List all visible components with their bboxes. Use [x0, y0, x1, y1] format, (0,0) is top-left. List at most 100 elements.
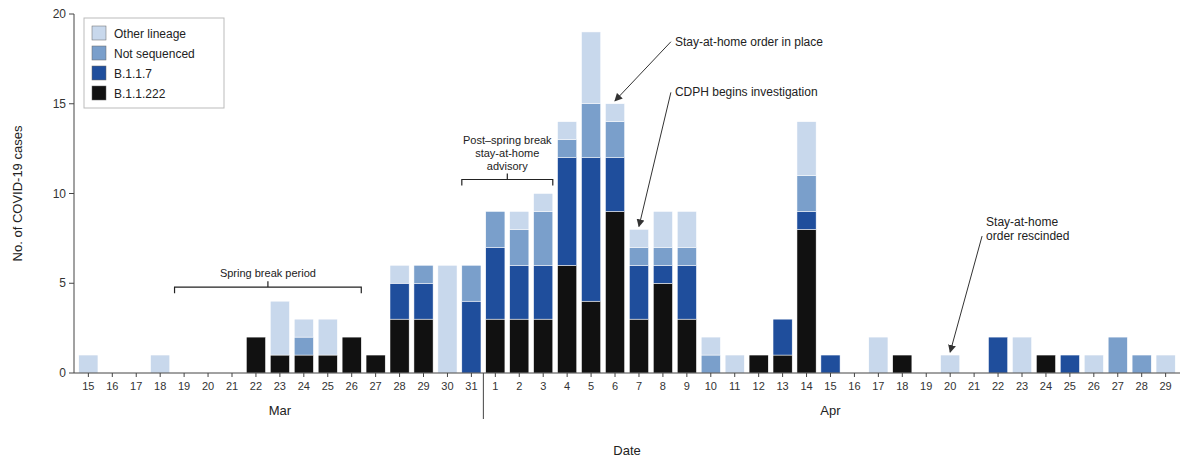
x-tick-label: 3: [540, 380, 546, 392]
text-line: Spring break period: [220, 267, 316, 279]
bar-segment: [582, 158, 601, 302]
x-tick: [519, 373, 520, 377]
bar-segment: [486, 247, 505, 319]
x-tick: [710, 373, 711, 377]
bar-segment: [390, 319, 409, 373]
bar-segment: [1108, 337, 1127, 338]
x-tick-label: 17: [872, 380, 884, 392]
x-tick: [782, 373, 783, 377]
x-axis-line: [74, 373, 1180, 374]
bar-segment: [342, 337, 361, 338]
bar-segment: [414, 265, 433, 283]
x-tick-label: 11: [729, 380, 740, 392]
bar-segment: [510, 319, 529, 373]
bar-segment: [1036, 355, 1055, 373]
x-tick: [734, 373, 735, 377]
bar-segment: [318, 355, 337, 373]
bar-segment: [318, 319, 337, 355]
legend: Other lineageNot sequencedB.1.1.7B.1.1.2…: [84, 18, 224, 108]
bar-segment: [773, 319, 792, 320]
x-tick-label: 9: [684, 380, 690, 392]
x-tick-label: 27: [1112, 380, 1124, 392]
bar-segment: [629, 247, 648, 265]
bar-segment: [510, 229, 529, 265]
bar-segment: [270, 355, 289, 373]
bar-segment: [1060, 355, 1079, 373]
annotation-text: Stay-at-homeorder rescinded: [986, 215, 1069, 243]
x-tick: [112, 373, 113, 377]
x-tick: [591, 373, 592, 377]
bar-segment: [653, 247, 672, 265]
bar-segment: [486, 211, 505, 212]
x-tick: [758, 373, 759, 377]
x-tick: [184, 373, 185, 377]
bar-segment: [534, 265, 553, 319]
x-tick: [423, 373, 424, 377]
bar-segment: [294, 355, 313, 373]
bar-segment: [653, 265, 672, 283]
bar-segment: [534, 211, 553, 265]
bar-segment: [558, 158, 577, 266]
bar-segment: [773, 319, 792, 355]
x-tick-label: 16: [848, 380, 860, 392]
bar-segment: [342, 337, 361, 338]
bar-segment: [342, 337, 361, 338]
x-tick-label: 21: [226, 380, 238, 392]
x-tick-label: 15: [82, 380, 94, 392]
bar-segment: [605, 104, 624, 122]
x-tick-label: 12: [753, 380, 765, 392]
x-tick: [686, 373, 687, 377]
bar-segment: [893, 355, 912, 373]
bar-segment: [582, 32, 601, 104]
bar-segment: [462, 301, 481, 373]
text-line: Post–spring break: [463, 134, 552, 146]
bar-segment: [510, 265, 529, 319]
bar-segment: [246, 337, 265, 373]
x-tick-label: 26: [1088, 380, 1100, 392]
x-tick-label: 17: [130, 380, 142, 392]
bar-segment: [294, 337, 313, 355]
x-axis-label: Date: [613, 443, 640, 458]
x-tick: [399, 373, 400, 377]
x-tick: [1093, 373, 1094, 377]
x-tick-label: 6: [612, 380, 618, 392]
bar-segment: [462, 265, 481, 301]
bar-segment: [773, 319, 792, 320]
span-label: Post–spring breakstay-at-homeadvisory: [463, 134, 552, 172]
bar-segment: [246, 337, 265, 338]
bar-segment: [869, 337, 888, 373]
x-tick: [255, 373, 256, 377]
bar-segment: [582, 301, 601, 373]
bar-segment: [486, 211, 505, 247]
bar-segment: [605, 122, 624, 158]
x-tick-label: 1: [492, 380, 498, 392]
legend-label: B.1.1.222: [114, 87, 166, 101]
bar-segment: [414, 319, 433, 373]
spans: Spring break period Post–spring breakstay…: [175, 134, 553, 294]
x-tick-label: 16: [106, 380, 118, 392]
bar-segment: [270, 301, 289, 355]
y-tick: [69, 193, 74, 194]
x-tick-label: 18: [896, 380, 908, 392]
bar-segment: [749, 355, 768, 356]
text-line: Stay-at-home: [986, 215, 1058, 229]
x-tick-label: 25: [1064, 380, 1076, 392]
text-line: CDPH begins investigation: [675, 85, 818, 99]
bar-segment: [653, 283, 672, 373]
bar-segment: [366, 355, 385, 356]
y-axis: 05101520No. of COVID-19 cases: [10, 7, 74, 380]
bar-segment: [893, 355, 912, 356]
x-tick: [351, 373, 352, 377]
bar-segment: [246, 337, 265, 338]
x-tick-label: 8: [660, 380, 666, 392]
x-axis: 1516171819202122232425262728293031123456…: [74, 373, 1180, 458]
background: [0, 0, 1200, 463]
bar-segment: [893, 355, 912, 356]
x-tick-label: 23: [274, 380, 286, 392]
x-tick: [543, 373, 544, 377]
legend-label: Not sequenced: [114, 47, 195, 61]
y-tick-label: 15: [53, 97, 67, 111]
bar-segment: [414, 283, 433, 319]
bar-segment: [1012, 337, 1031, 373]
y-tick: [69, 373, 74, 374]
